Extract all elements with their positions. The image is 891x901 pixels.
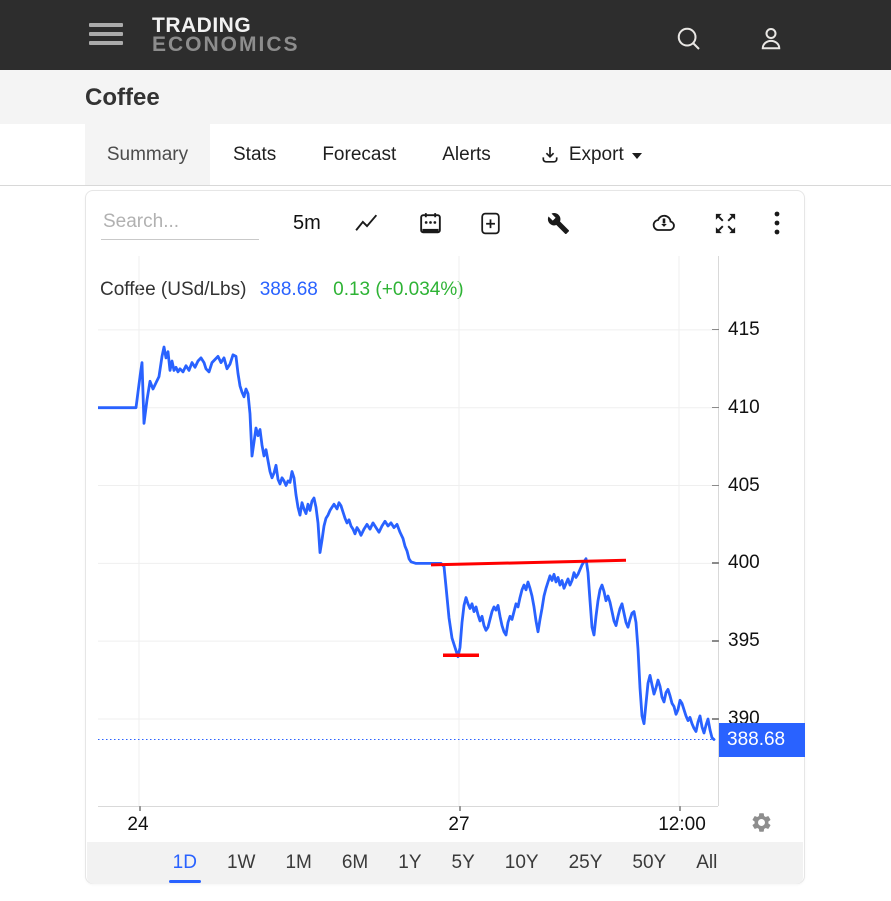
period-5y[interactable]: 5Y bbox=[451, 850, 476, 876]
tab-alerts[interactable]: Alerts bbox=[442, 143, 491, 165]
save-download-button[interactable] bbox=[650, 209, 678, 237]
x-axis-label: 24 bbox=[127, 814, 149, 835]
price-axis[interactable]: 390 395 400 405 410 415 bbox=[712, 256, 805, 806]
x-axis-tick bbox=[679, 806, 681, 811]
compare-button[interactable] bbox=[477, 210, 504, 237]
y-axis-label: 415 bbox=[728, 318, 760, 340]
compare-add-icon bbox=[481, 212, 500, 234]
y-axis-tick bbox=[712, 328, 719, 331]
fullscreen-icon bbox=[715, 213, 735, 233]
legend-instrument: Coffee (USd/Lbs) bbox=[100, 279, 247, 300]
cloud-download-icon bbox=[652, 214, 675, 231]
chevron-down-icon bbox=[631, 152, 642, 159]
y-axis-tick bbox=[712, 484, 719, 487]
search-icon[interactable] bbox=[674, 24, 704, 59]
export-button[interactable]: Export bbox=[514, 124, 652, 185]
period-1y[interactable]: 1Y bbox=[397, 850, 422, 876]
chart-toolbar: 5m bbox=[86, 197, 804, 249]
x-axis-label: 27 bbox=[448, 814, 470, 835]
logo-line-2: ECONOMICS bbox=[152, 33, 300, 56]
y-axis-tick bbox=[712, 718, 719, 720]
top-header: TRADING ECONOMICS bbox=[0, 0, 891, 70]
period-all[interactable]: All bbox=[695, 850, 718, 876]
chart-widget: 5m bbox=[85, 190, 805, 884]
title-band: Coffee bbox=[0, 70, 891, 124]
download-icon bbox=[542, 146, 558, 163]
legend-change: 0.13 (+0.034%) bbox=[333, 279, 464, 300]
period-selector: 1D 1W 1M 6M 1Y 5Y 10Y 25Y 50Y All bbox=[87, 842, 803, 884]
more-menu-button[interactable] bbox=[773, 209, 781, 237]
tab-stats[interactable]: Stats bbox=[233, 143, 277, 165]
y-axis-tick bbox=[712, 640, 719, 642]
tabs-row: Summary Stats Forecast Alerts Export bbox=[0, 124, 891, 186]
period-25y[interactable]: 25Y bbox=[568, 850, 604, 876]
chart-type-button[interactable] bbox=[353, 210, 380, 237]
period-10y[interactable]: 10Y bbox=[504, 850, 540, 876]
trendline-drawing bbox=[430, 558, 627, 567]
plot-svg[interactable] bbox=[98, 256, 718, 806]
line-chart-icon bbox=[355, 214, 377, 231]
page-title: Coffee bbox=[85, 84, 160, 111]
period-1d[interactable]: 1D bbox=[168, 850, 202, 883]
chart-legend: Coffee (USd/Lbs) 388.68 0.13 (+0.034%) bbox=[100, 279, 464, 301]
x-axis-tick bbox=[459, 806, 461, 811]
x-axis-tick bbox=[139, 806, 141, 811]
period-1m[interactable]: 1M bbox=[284, 850, 312, 876]
user-icon[interactable] bbox=[756, 24, 786, 59]
price-line bbox=[98, 345, 716, 741]
fullscreen-button[interactable] bbox=[712, 210, 739, 237]
tab-forecast[interactable]: Forecast bbox=[322, 143, 397, 165]
y-axis-label: 410 bbox=[728, 396, 760, 418]
kebab-menu-icon bbox=[774, 211, 780, 235]
period-6m[interactable]: 6M bbox=[341, 850, 369, 876]
export-label: Export bbox=[568, 143, 624, 165]
y-axis-label: 405 bbox=[728, 474, 760, 496]
tab-summary[interactable]: Summary bbox=[85, 124, 210, 185]
legend-price: 388.68 bbox=[259, 279, 318, 300]
period-1w[interactable]: 1W bbox=[226, 850, 257, 876]
wrench-icon bbox=[547, 212, 569, 234]
logo-line-1: TRADING bbox=[152, 14, 252, 37]
interval-selector[interactable]: 5m bbox=[293, 211, 321, 234]
gear-icon bbox=[752, 813, 771, 832]
logo[interactable]: TRADING ECONOMICS bbox=[152, 14, 300, 56]
settings-gear-button[interactable] bbox=[750, 811, 773, 839]
y-axis-label: 400 bbox=[728, 552, 760, 574]
date-range-button[interactable] bbox=[417, 210, 444, 237]
period-50y[interactable]: 50Y bbox=[631, 850, 667, 876]
x-axis-label: 12:00 bbox=[658, 814, 706, 835]
tools-button[interactable] bbox=[547, 212, 570, 235]
symbol-search-input[interactable] bbox=[101, 206, 259, 240]
time-axis[interactable]: 24 27 12:00 bbox=[98, 806, 718, 842]
y-axis-label: 395 bbox=[728, 630, 760, 652]
y-axis-tick bbox=[712, 406, 719, 409]
y-axis-tick bbox=[712, 562, 719, 564]
menu-icon[interactable] bbox=[89, 23, 123, 50]
last-price-badge: 388.68 bbox=[719, 722, 805, 757]
calendar-icon bbox=[420, 212, 441, 233]
